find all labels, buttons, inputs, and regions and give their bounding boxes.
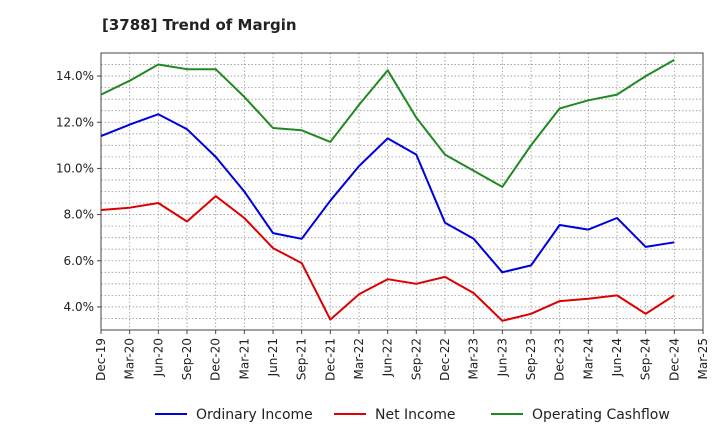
x-tick-label: Dec-22 xyxy=(438,338,452,381)
x-tick-label: Sep-23 xyxy=(524,338,538,380)
y-axis: 4.0% 6.0% 8.0% 10.0% 12.0% 14.0% xyxy=(56,69,101,314)
x-tick-label: Dec-20 xyxy=(209,338,223,381)
y-tick-label: 12.0% xyxy=(56,115,94,129)
x-tick-label: Sep-24 xyxy=(639,338,653,380)
x-tick-label: Mar-25 xyxy=(696,338,710,379)
x-tick-label: Jun-20 xyxy=(151,338,165,377)
x-tick-label: Jun-21 xyxy=(266,338,280,377)
x-tick-label: Sep-22 xyxy=(409,338,423,380)
x-tick-label: Sep-20 xyxy=(180,338,194,380)
legend-label: Net Income xyxy=(375,407,456,423)
y-tick-label: 8.0% xyxy=(64,208,95,222)
y-tick-label: 10.0% xyxy=(56,161,94,175)
series-line xyxy=(100,113,675,274)
x-tick-label: Mar-22 xyxy=(352,338,366,379)
x-tick-label: Dec-21 xyxy=(323,338,337,381)
series-line xyxy=(100,59,675,188)
x-tick-label: Jun-23 xyxy=(495,338,509,377)
x-tick-label: Jun-22 xyxy=(381,338,395,377)
legend-label: Ordinary Income xyxy=(196,407,313,423)
x-axis: Dec-19 Mar-20 Jun-20 Sep-20 Dec-20 Mar-21 Jun-… xyxy=(94,330,710,381)
x-tick-label: Dec-19 xyxy=(94,338,108,381)
chart-title: [3788] Trend of Margin xyxy=(102,16,297,34)
x-tick-label: Mar-23 xyxy=(467,338,481,379)
x-tick-label: Mar-21 xyxy=(237,338,251,379)
x-tick-label: Jun-24 xyxy=(610,338,624,377)
series-lines xyxy=(100,59,675,322)
plot-area xyxy=(100,52,704,331)
y-tick-label: 6.0% xyxy=(64,254,95,268)
x-tick-label: Dec-24 xyxy=(667,338,681,381)
y-tick-label: 14.0% xyxy=(56,69,94,83)
legend: Ordinary Income Net Income Operating Cashf… xyxy=(155,407,670,423)
legend-label: Operating Cashflow xyxy=(532,407,670,423)
x-tick-label: Mar-24 xyxy=(581,338,595,379)
series-line xyxy=(100,195,675,322)
x-tick-label: Mar-20 xyxy=(123,338,137,379)
gridlines xyxy=(100,52,704,331)
x-tick-label: Sep-21 xyxy=(295,338,309,380)
x-tick-label: Dec-23 xyxy=(553,338,567,381)
y-tick-label: 4.0% xyxy=(64,300,95,314)
